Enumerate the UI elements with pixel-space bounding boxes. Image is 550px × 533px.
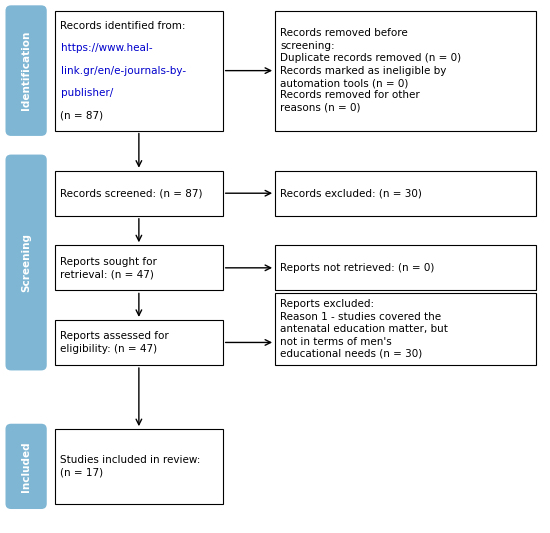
Text: link.gr/en/e-journals-by-: link.gr/en/e-journals-by- [60,66,186,76]
FancyBboxPatch shape [275,245,536,290]
Text: publisher/: publisher/ [60,88,113,98]
Text: Reports excluded:
Reason 1 - studies covered the
antenatal education matter, but: Reports excluded: Reason 1 - studies cov… [280,300,448,359]
FancyBboxPatch shape [275,171,536,216]
FancyBboxPatch shape [275,11,536,131]
Text: Records screened: (n = 87): Records screened: (n = 87) [60,188,203,198]
FancyBboxPatch shape [6,424,47,509]
Text: Records excluded: (n = 30): Records excluded: (n = 30) [280,188,422,198]
Text: (n = 87): (n = 87) [60,110,103,120]
Text: Identification: Identification [21,31,31,110]
FancyBboxPatch shape [55,320,223,365]
Text: Included: Included [21,441,31,491]
FancyBboxPatch shape [6,5,47,136]
FancyBboxPatch shape [55,429,223,504]
Text: Studies included in review:
(n = 17): Studies included in review: (n = 17) [60,455,201,478]
Text: https://www.heal-: https://www.heal- [60,43,152,53]
FancyBboxPatch shape [275,293,536,365]
FancyBboxPatch shape [55,11,223,131]
Text: Records removed before
screening:
Duplicate records removed (n = 0)
Records mark: Records removed before screening: Duplic… [280,28,461,113]
Text: Records identified from:: Records identified from: [60,21,186,31]
FancyBboxPatch shape [6,155,47,370]
Text: Screening: Screening [21,233,31,292]
Text: Reports assessed for
eligibility: (n = 47): Reports assessed for eligibility: (n = 4… [60,331,169,354]
FancyBboxPatch shape [55,171,223,216]
Text: Reports sought for
retrieval: (n = 47): Reports sought for retrieval: (n = 47) [60,256,157,279]
FancyBboxPatch shape [55,245,223,290]
Text: Reports not retrieved: (n = 0): Reports not retrieved: (n = 0) [280,263,435,273]
